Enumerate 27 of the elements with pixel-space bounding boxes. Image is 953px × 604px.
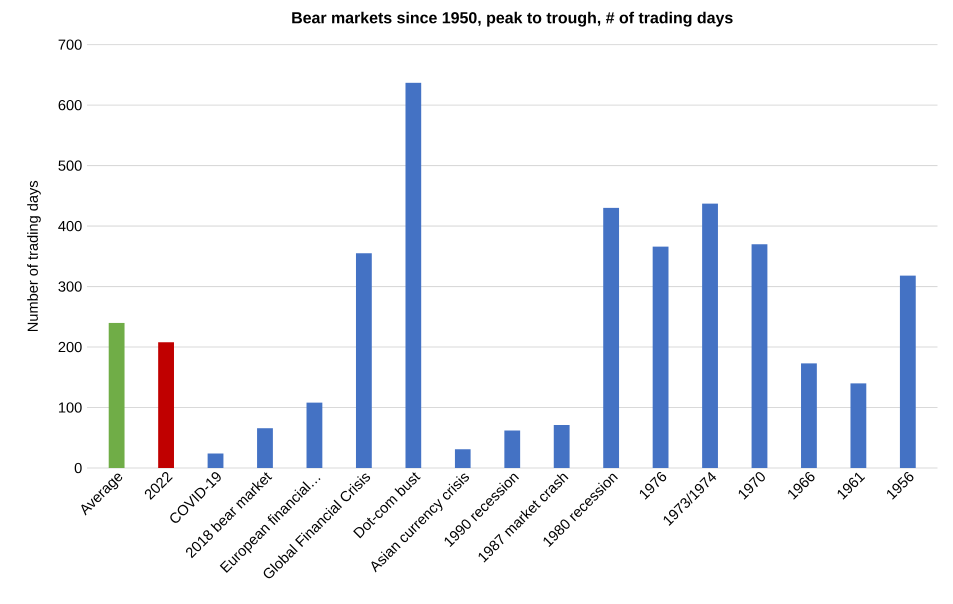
bar — [652, 246, 668, 468]
bar — [158, 342, 174, 468]
bar — [405, 82, 422, 468]
y-tick-label: 100 — [58, 402, 82, 413]
bar — [801, 363, 817, 468]
chart-title: Bear markets since 1950, peak to trough, # of trading days — [292, 12, 733, 27]
y-tick-label: 500 — [58, 160, 82, 171]
y-tick-label: 700 — [58, 39, 82, 50]
bar — [850, 383, 866, 468]
y-tick-label: 200 — [58, 342, 82, 352]
bar — [306, 402, 322, 468]
y-tick-label: 300 — [58, 281, 82, 292]
bar — [752, 244, 768, 468]
y-axis-title: Number of trading days — [27, 180, 41, 332]
bar — [454, 449, 471, 468]
bar — [702, 204, 718, 468]
bar — [900, 276, 916, 468]
bar — [208, 453, 224, 468]
bar — [504, 430, 520, 468]
y-tick-label: 400 — [58, 220, 82, 232]
bar — [554, 425, 570, 468]
bar — [603, 208, 620, 468]
y-tick-label: 0 — [74, 462, 82, 474]
bar — [108, 322, 125, 468]
bar — [356, 253, 372, 468]
y-tick-label: 600 — [58, 100, 82, 110]
bar — [257, 428, 273, 468]
